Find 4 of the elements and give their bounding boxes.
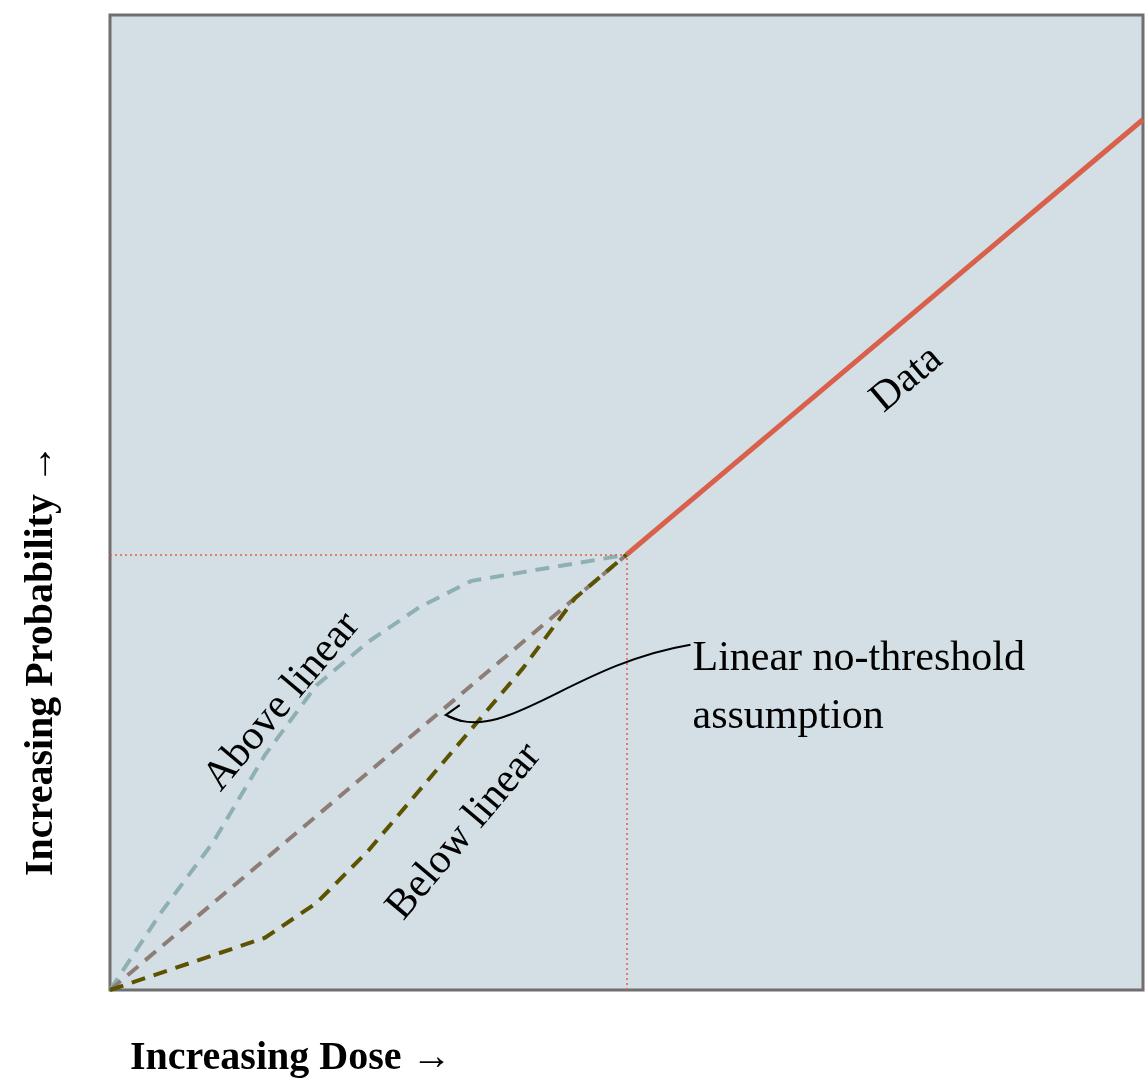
text: Data xyxy=(859,333,951,421)
x-axis-title: Increasing Dose → xyxy=(130,1032,452,1078)
text: Linear no-threshold assumption xyxy=(692,632,1036,737)
y-axis-title: Increasing Probability → xyxy=(15,444,61,876)
